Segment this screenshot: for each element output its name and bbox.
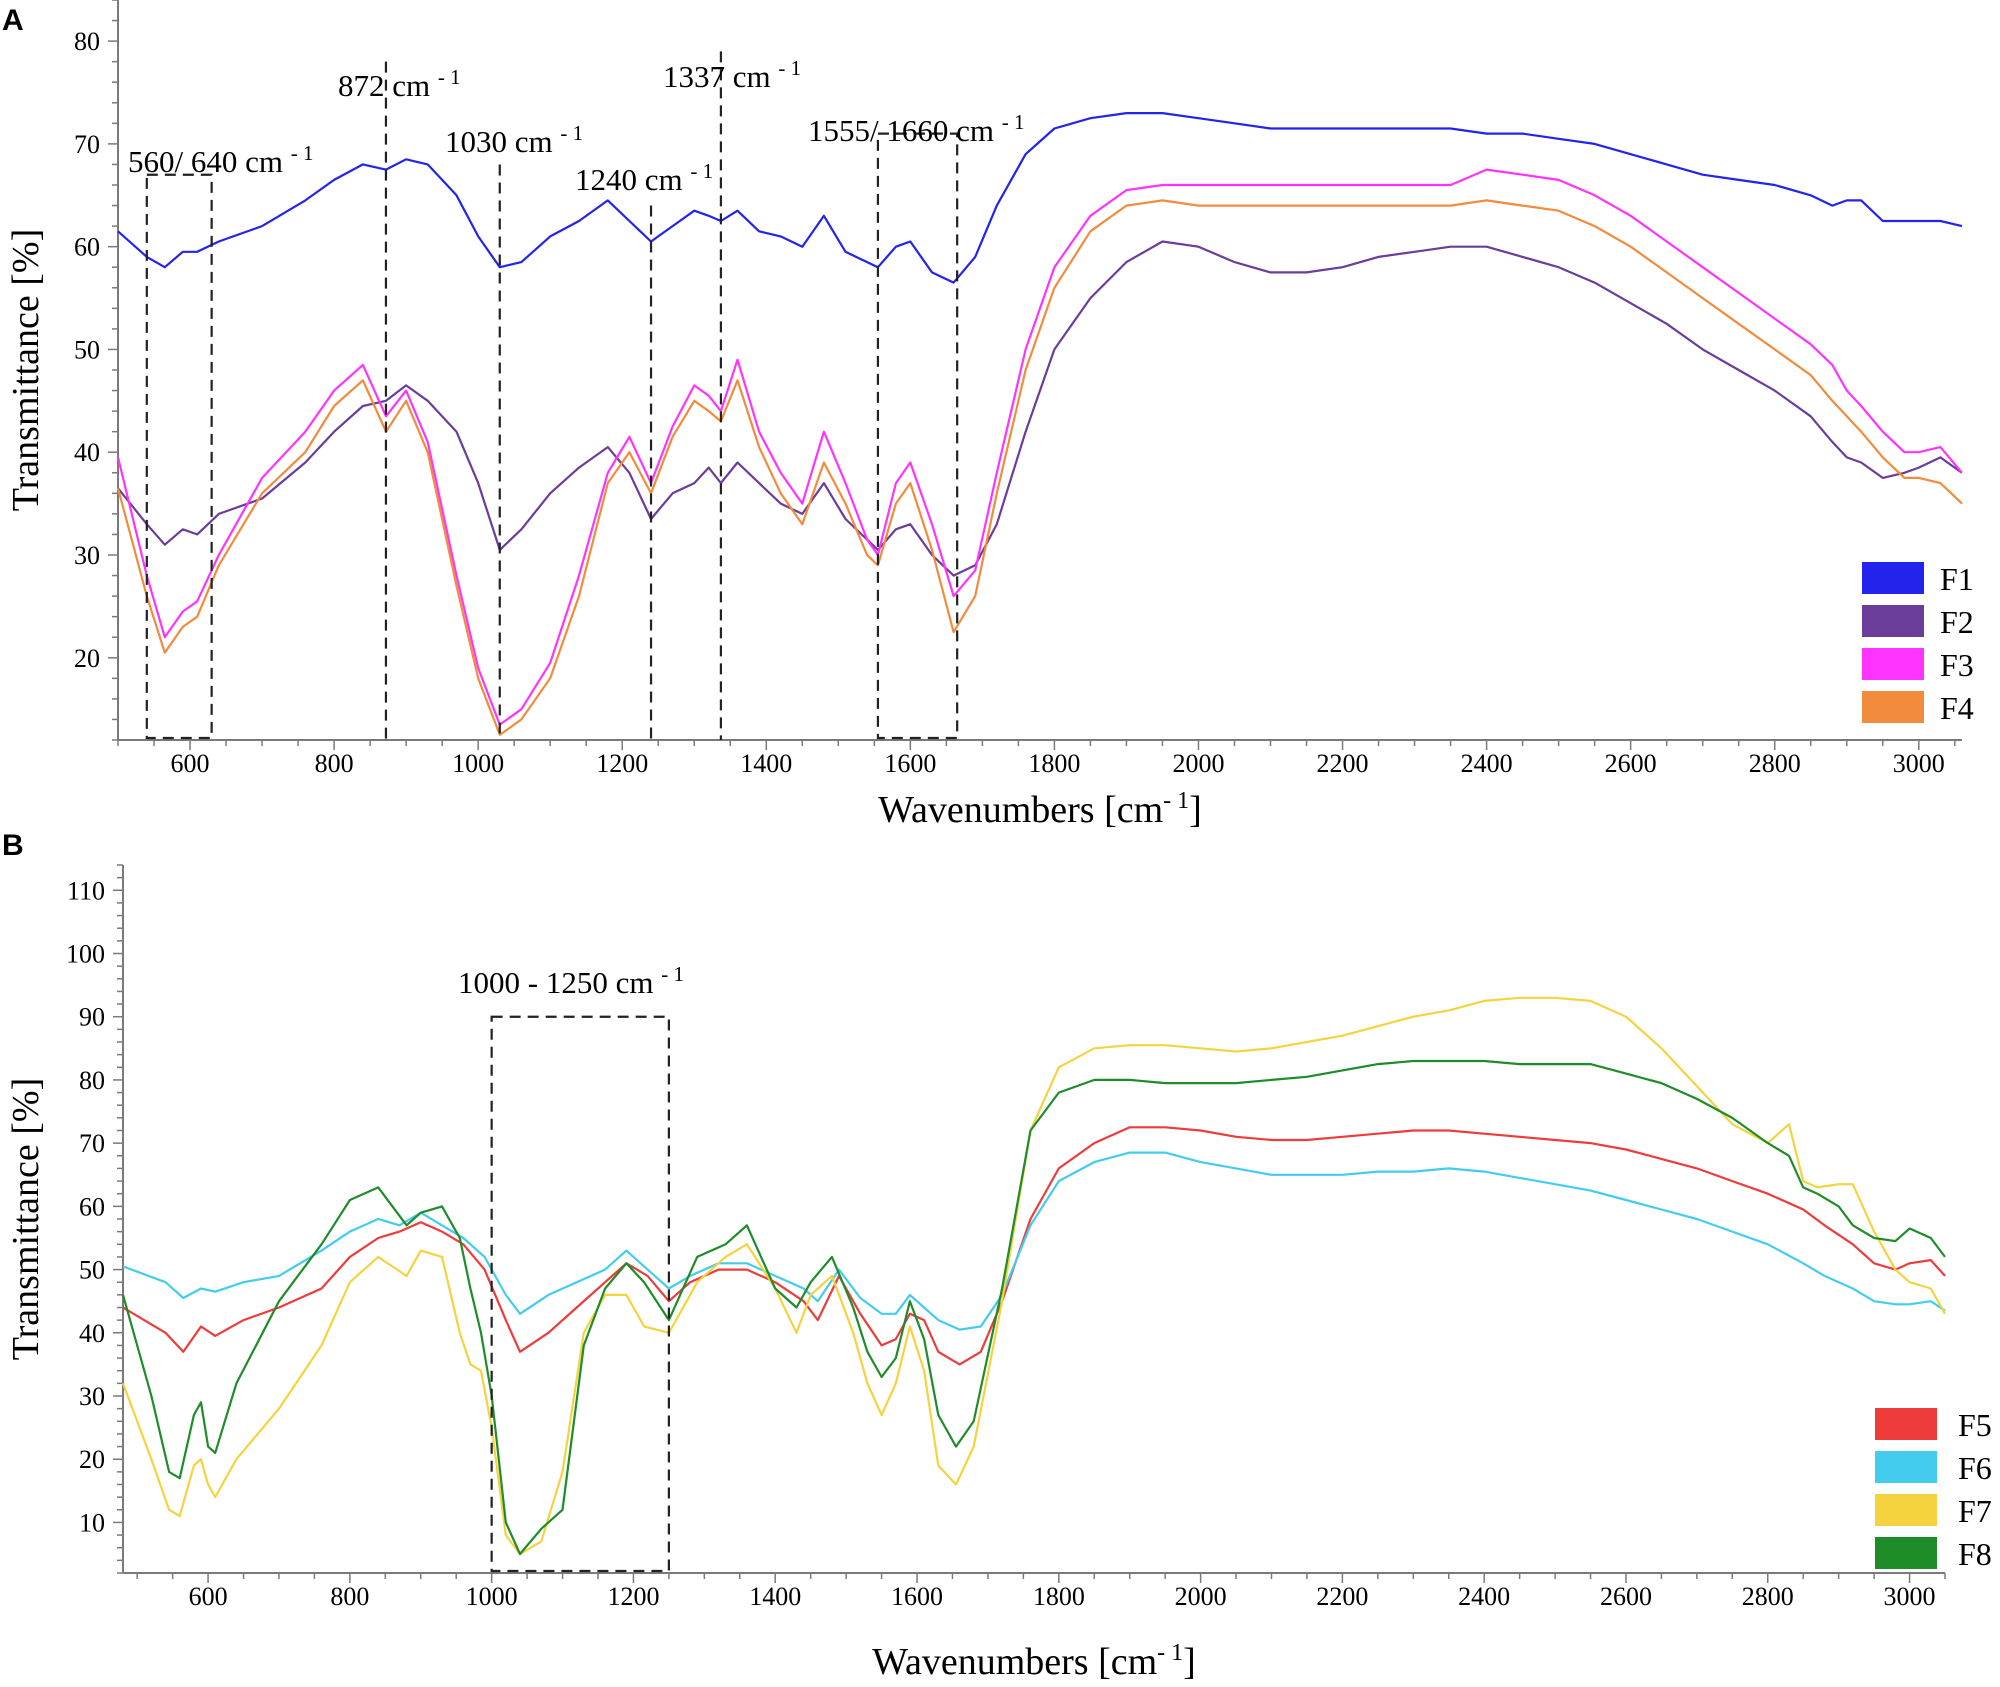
series-line-f1 xyxy=(117,111,1963,284)
annotation-label: 1555/ 1660 cm - 1 xyxy=(808,110,1025,148)
legend-label: F4 xyxy=(1940,690,1974,726)
y-tick-label: 60 xyxy=(74,233,100,262)
series-line-f5 xyxy=(122,1126,1946,1366)
series-line-f2 xyxy=(117,240,1963,577)
x-tick-label: 2000 xyxy=(1172,749,1224,778)
y-tick-label: 30 xyxy=(79,1382,105,1411)
x-tick-label: 2600 xyxy=(1605,749,1657,778)
y-axis-title: Transmittance [%] xyxy=(5,1078,47,1360)
x-tick-label: 3000 xyxy=(1893,749,1945,778)
y-tick-label: 90 xyxy=(79,1003,105,1032)
y-tick-label: 80 xyxy=(79,1066,105,1095)
chart-panel-a: A 600 800 1000 1200 1400 1600 1800 2000 2200 2400 2… xyxy=(2,0,1974,831)
series-line-f6 xyxy=(122,1151,1946,1331)
legend-label: F1 xyxy=(1940,561,1974,597)
y-tick-label: 20 xyxy=(79,1445,105,1474)
x-tick-label: 1800 xyxy=(1033,1582,1085,1611)
y-tick-label: 70 xyxy=(79,1129,105,1158)
annotation-dashed-box xyxy=(876,132,959,740)
x-tick-label: 2400 xyxy=(1458,1582,1510,1611)
panel-letter: A xyxy=(2,4,24,37)
series-line-f8 xyxy=(121,1059,1946,1556)
x-axis-title: Wavenumbers [cm- 1] xyxy=(872,1640,1196,1682)
legend-swatch xyxy=(1875,1408,1937,1440)
y-tick-label: 50 xyxy=(79,1256,105,1285)
x-tick-label: 1200 xyxy=(607,1582,659,1611)
y-tick-label: 40 xyxy=(74,438,100,467)
x-tick-label: 2200 xyxy=(1317,749,1369,778)
legend: F5 F6 F7 F8 xyxy=(1875,1407,1992,1572)
x-tick-label: 2800 xyxy=(1749,749,1801,778)
y-tick-label: 40 xyxy=(79,1319,105,1348)
series-line-f4 xyxy=(116,199,1963,737)
x-tick-label: 2400 xyxy=(1461,749,1513,778)
legend-swatch xyxy=(1875,1451,1937,1483)
x-tick-label: 2000 xyxy=(1175,1582,1227,1611)
x-tick-label: 1200 xyxy=(596,749,648,778)
chart-panel-b: B 600 800 1000 1200 1400 1600 1800 2000 2200 2400 2… xyxy=(2,829,1992,1683)
y-tick-label: 110 xyxy=(67,876,105,905)
x-tick-label: 800 xyxy=(330,1582,369,1611)
annotation-label: 872 cm - 1 xyxy=(338,65,461,103)
legend-swatch xyxy=(1875,1537,1937,1569)
legend-label: F5 xyxy=(1958,1407,1992,1443)
x-tick-label: 1000 xyxy=(466,1582,518,1611)
y-tick-label: 50 xyxy=(74,335,100,364)
y-tick-label: 20 xyxy=(74,644,100,673)
legend: F1 F2 F3 F4 xyxy=(1862,561,1974,726)
legend-label: F6 xyxy=(1958,1450,1992,1486)
legend-label: F7 xyxy=(1958,1493,1992,1529)
x-tick-label: 1400 xyxy=(740,749,792,778)
x-axis-title: Wavenumbers [cm- 1] xyxy=(878,788,1202,831)
y-tick-label: 10 xyxy=(79,1508,105,1537)
y-tick-label: 100 xyxy=(66,940,105,969)
x-tick-label: 2800 xyxy=(1742,1582,1794,1611)
legend-swatch xyxy=(1862,562,1924,594)
legend-swatch xyxy=(1875,1494,1937,1526)
legend-label: F3 xyxy=(1940,647,1974,683)
x-tick-label: 1800 xyxy=(1028,749,1080,778)
annotation-dashed-box xyxy=(145,173,213,740)
x-tick-label: 1400 xyxy=(749,1582,801,1611)
x-tick-label: 600 xyxy=(189,1582,228,1611)
legend-label: F8 xyxy=(1958,1536,1992,1572)
x-tick-label: 800 xyxy=(315,749,354,778)
legend-swatch xyxy=(1862,605,1924,637)
y-tick-label: 60 xyxy=(79,1192,105,1221)
x-tick-label: 1000 xyxy=(452,749,504,778)
legend-label: F2 xyxy=(1940,604,1974,640)
x-tick-label: 2200 xyxy=(1316,1582,1368,1611)
y-tick-label: 80 xyxy=(74,27,100,56)
x-tick-label: 2600 xyxy=(1600,1582,1652,1611)
x-tick-label: 600 xyxy=(171,749,210,778)
annotation-label: 1000 - 1250 cm - 1 xyxy=(458,962,684,1000)
legend-swatch xyxy=(1862,648,1924,680)
y-tick-label: 70 xyxy=(74,130,100,159)
annotation-label: 1240 cm - 1 xyxy=(575,159,713,197)
annotation-dashed-box xyxy=(490,1015,670,1573)
y-tick-label: 30 xyxy=(74,541,100,570)
y-axis-title: Transmittance [%] xyxy=(5,229,47,511)
annotation-label: 560/ 640 cm - 1 xyxy=(128,141,314,179)
legend-swatch xyxy=(1862,691,1924,723)
series-line-f7 xyxy=(121,996,1946,1556)
series-line-f3 xyxy=(116,168,1963,726)
x-tick-label: 1600 xyxy=(884,749,936,778)
x-tick-label: 3000 xyxy=(1884,1582,1936,1611)
panel-letter: B xyxy=(2,829,24,862)
annotation-label: 1337 cm - 1 xyxy=(663,56,801,94)
annotation-label: 1030 cm - 1 xyxy=(445,121,583,159)
x-tick-label: 1600 xyxy=(891,1582,943,1611)
